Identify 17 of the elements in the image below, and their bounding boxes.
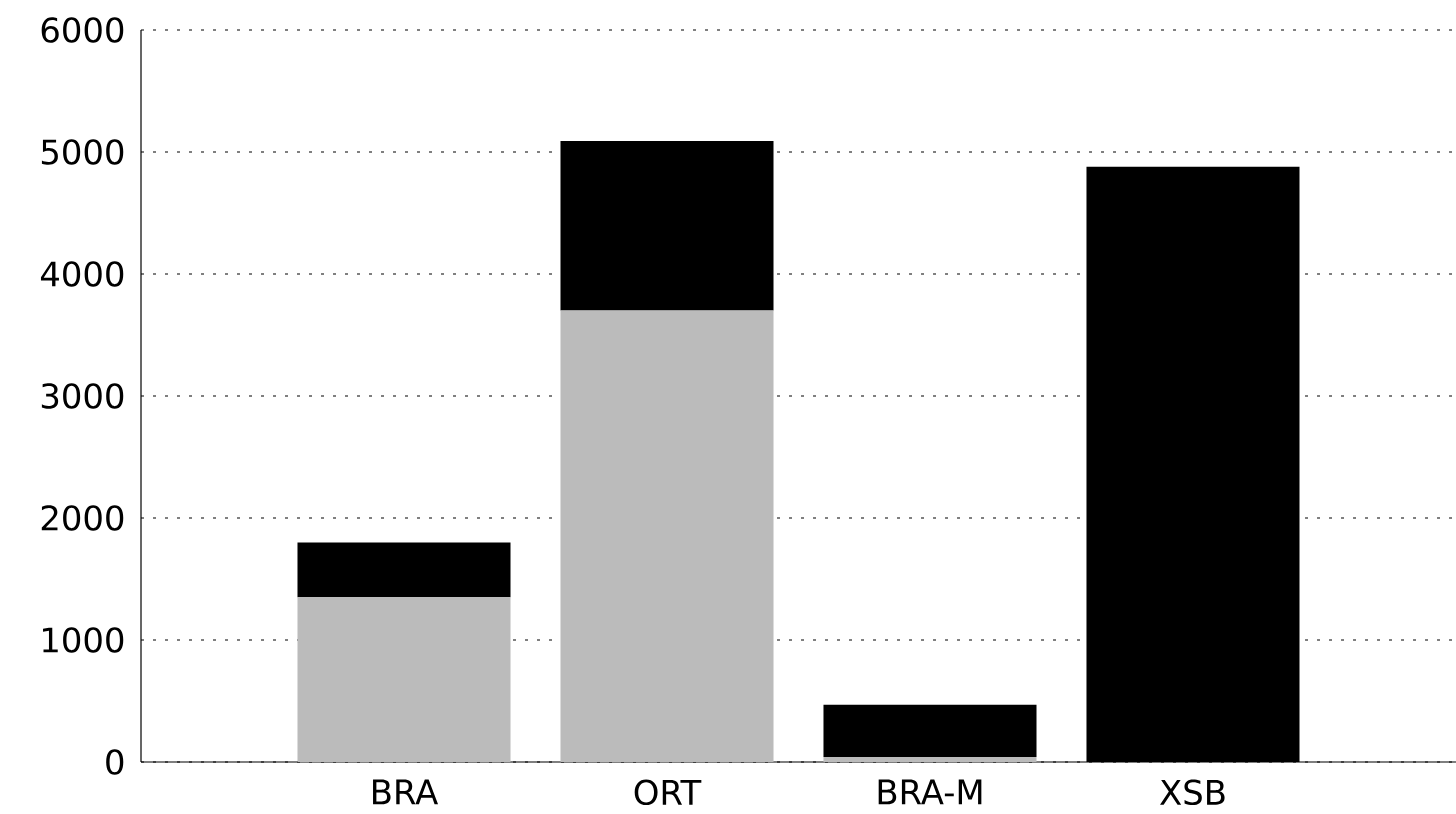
bar: [297, 597, 511, 762]
y-tick-label: 0: [106, 749, 124, 775]
x-tick-label: BRA: [373, 779, 439, 805]
bar: [560, 310, 774, 762]
bar: [823, 704, 1037, 758]
x-tick-label: BRA-M: [878, 779, 982, 805]
y-tick-label: 1000: [43, 627, 124, 653]
y-tick-label: 4000: [40, 261, 124, 287]
bar: [297, 542, 511, 598]
y-tick-label: 3000: [41, 383, 124, 409]
y-tick-label: 2000: [41, 505, 124, 531]
x-tick-label: XSB: [1160, 779, 1225, 806]
y-tick-label: 6000: [41, 17, 124, 43]
y-tick-label: 5000: [41, 139, 124, 165]
bar: [823, 757, 1037, 762]
x-tick-label: ORT: [634, 779, 702, 806]
bar: [560, 141, 774, 311]
